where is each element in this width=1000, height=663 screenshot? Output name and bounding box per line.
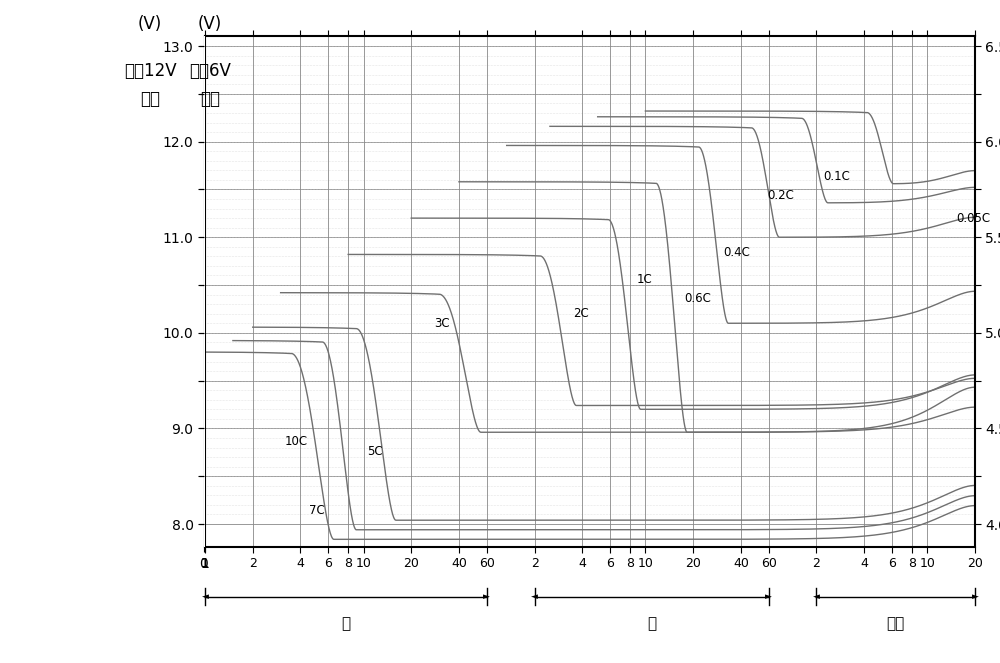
Text: 对于6V: 对于6V [189,62,231,80]
Text: 分: 分 [647,616,656,631]
Text: ◄: ◄ [202,592,208,601]
Text: 0.1C: 0.1C [824,170,851,182]
Text: ◄: ◄ [531,592,538,601]
Text: (V): (V) [138,15,162,33]
Text: 10C: 10C [285,436,308,448]
Text: (V): (V) [198,15,222,33]
Text: 0.2C: 0.2C [767,189,794,202]
Text: ◄: ◄ [813,592,820,601]
Text: 0.4C: 0.4C [723,246,750,259]
Text: 0.05C: 0.05C [956,211,991,225]
Text: ►: ► [972,592,978,601]
Text: 7C: 7C [309,504,324,517]
Text: ►: ► [765,592,772,601]
Text: 秒: 秒 [341,616,351,631]
Text: ►: ► [483,592,490,601]
Text: 1C: 1C [637,272,653,286]
Text: 2C: 2C [573,307,589,320]
Text: 对于12V: 对于12V [124,62,176,80]
Text: 电池: 电池 [200,90,220,107]
Text: 电池: 电池 [140,90,160,107]
Text: 5C: 5C [367,445,383,458]
Text: 3C: 3C [434,317,450,330]
Text: 0.6C: 0.6C [684,292,711,305]
Text: 小时: 小时 [887,616,905,631]
